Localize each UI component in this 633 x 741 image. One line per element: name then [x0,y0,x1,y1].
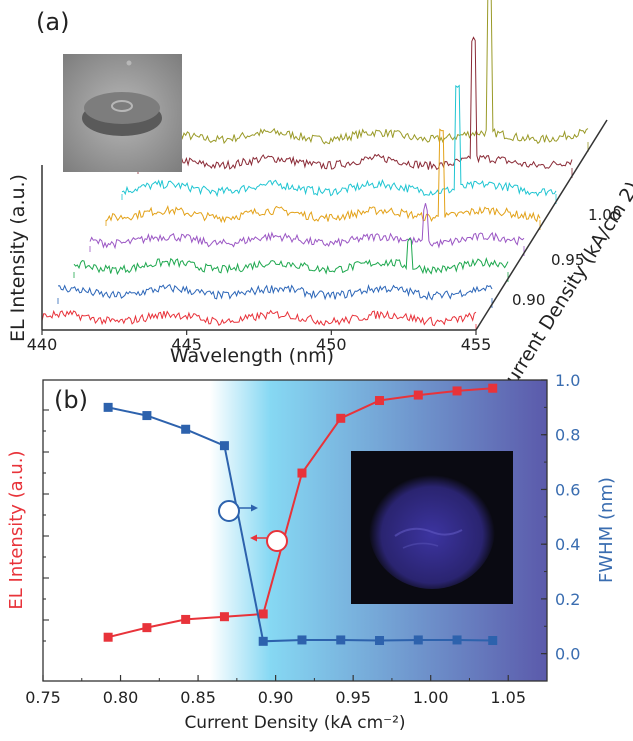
series-point [297,635,307,645]
series-point [375,636,385,646]
b-plot-border [42,379,548,682]
spectrum-line [57,284,493,301]
series-point [336,635,346,645]
series-point [103,632,113,642]
a-z-ticks: 0.90 0.95 1.00 [512,206,621,309]
series-point [258,609,268,619]
b-y-left-axis-label: EL Intensity (a.u.) [6,450,27,609]
a-x-tick-label: 455 [461,335,492,354]
a-z-tick-label: 0.90 [512,291,545,309]
b-y-right-tick-label: 0.4 [555,535,580,554]
b-y-right-tick-label: 0.0 [555,645,580,664]
series-point [452,635,462,645]
b-x-tick-label: 0.90 [258,688,294,707]
series-point [142,623,152,633]
b-series-lines [103,383,498,646]
series-point [413,390,423,400]
b-x-tick-label: 1.05 [490,688,526,707]
b-y-right-ticks: 0.0 0.2 0.4 0.6 0.8 1.0 [541,371,580,682]
b-y-right-tick-label: 1.0 [555,371,580,390]
series-point [103,402,113,412]
panel-b-label: (b) [54,386,88,414]
a-x-tick-label: 440 [27,335,58,354]
sem-inset-image [63,54,182,172]
a-x-tick-label: 445 [171,335,202,354]
b-y-right-tick-label: 0.8 [555,426,580,445]
series-point [181,424,191,434]
series-point [488,636,498,646]
spectrum-line [121,84,557,198]
b-x-tick-label: 0.95 [335,688,371,707]
a-z-tick-label: 1.00 [588,206,621,224]
b-y-left-ticks [43,409,49,642]
b-x-ticks: 0.75 0.80 0.85 0.90 0.95 1.00 1.05 [25,675,526,707]
panel-a: (a) 440 445 450 455 0.90 0.95 1.00 Wavelength… [7,0,633,400]
spectrum-line [137,36,573,171]
series-point [336,413,346,423]
a-x-ticks: 440 445 450 455 [27,330,492,354]
el-intensity-axis-indicator [250,530,288,552]
a-x-tick-label: 450 [316,335,347,354]
series-point [142,411,152,421]
series-point [375,396,385,406]
a-y-axis-label: EL Intensity (a.u.) [7,174,29,342]
series-point [219,441,229,451]
b-x-tick-label: 0.80 [103,688,139,707]
spectrum-line [153,0,589,145]
a-x-axis-label: Wavelength (nm) [170,345,334,367]
emission-inset-image [351,451,513,604]
b-y-right-axis-label: FWHM (nm) [596,477,617,583]
spectrum-line [73,237,509,276]
series-point [258,636,268,646]
a-z-axis [475,119,608,331]
series-point [181,614,191,624]
a-z-axis-label: Current Density (kA/cm 2) [494,178,633,400]
b-x-tick-label: 0.75 [25,688,61,707]
series-point [488,383,498,393]
spectrum-line [89,203,525,250]
series-point [219,612,229,622]
panel-b: (b) 0.75 0.80 0.85 0.90 0.95 1.00 1.05 0.00.20… [6,371,617,733]
spectrum-line [105,128,541,224]
b-x-axis-label: Current Density (kA cm⁻²) [184,713,405,733]
spectrum-line [41,309,477,327]
fwhm-axis-indicator [218,500,258,522]
series-point [452,386,462,396]
a-z-tick-label: 0.95 [551,251,584,269]
b-x-tick-label: 0.85 [180,688,216,707]
b-y-right-tick-label: 0.2 [555,590,580,609]
b-y-right-tick-label: 0.6 [555,480,580,499]
panel-a-label: (a) [36,8,69,36]
series-point [297,468,307,478]
series-point [413,635,423,645]
b-x-tick-label: 1.00 [413,688,449,707]
